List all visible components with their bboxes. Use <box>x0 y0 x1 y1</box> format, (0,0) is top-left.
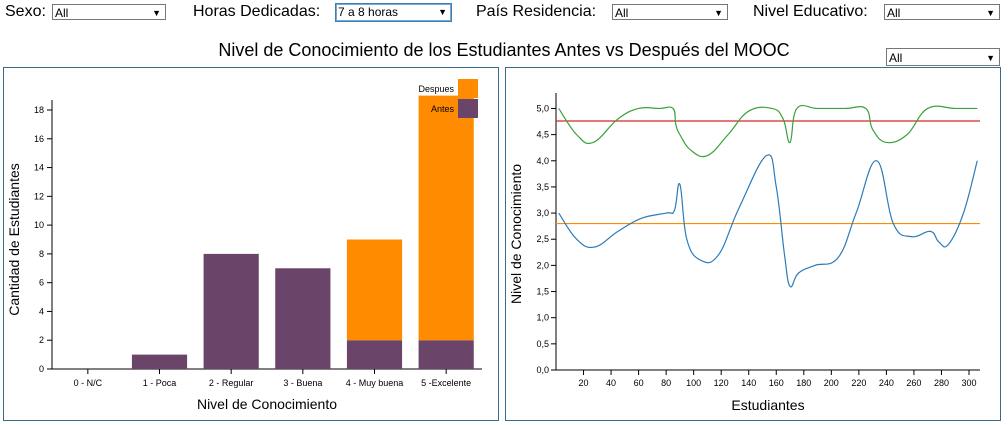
legend-label-despues: Despues <box>418 84 454 94</box>
x-tick-label: 260 <box>906 378 921 388</box>
before-series-line <box>558 154 978 288</box>
horas-select[interactable]: 7 a 8 horas ▼ <box>335 3 452 22</box>
series-select[interactable]: All ▼ <box>886 48 1000 66</box>
line-chart-panel: 0,0 0,5 1,0 1,5 2,0 2,5 3,0 3,5 4,0 4,5 5,0 20 40 60 8… <box>505 67 1001 421</box>
legend-swatch-despues <box>458 79 478 98</box>
chevron-down-icon: ▼ <box>986 53 995 63</box>
chevron-down-icon: ▼ <box>152 8 161 18</box>
x-tick-label: 240 <box>879 378 894 388</box>
line-chart: 0,0 0,5 1,0 1,5 2,0 2,5 3,0 3,5 4,0 4,5 5,0 20 40 60 8… <box>508 93 980 413</box>
chevron-down-icon: ▼ <box>986 8 995 18</box>
series-select-value: All <box>889 51 903 65</box>
x-tick-label: 2 - Regular <box>209 378 254 388</box>
x-tick-label: 140 <box>741 378 756 388</box>
x-tick-label: 80 <box>661 378 671 388</box>
y-tick-label: 1,5 <box>536 287 549 297</box>
x-tick-label: 60 <box>634 378 644 388</box>
y-tick-label: 8 <box>39 249 44 259</box>
y-tick-label: 16 <box>34 134 44 144</box>
horas-select-value: 7 a 8 horas <box>338 5 399 19</box>
y-tick-label: 12 <box>34 191 44 201</box>
x-axis-title: Estudiantes <box>731 397 804 413</box>
y-axis-title: Cantidad de Estudiantes <box>6 163 22 316</box>
pais-select-value: All <box>615 6 629 20</box>
y-tick-label: 4,0 <box>536 156 549 166</box>
x-tick-label: 160 <box>769 378 784 388</box>
chevron-down-icon: ▼ <box>714 8 723 18</box>
page-title: Nivel de Conocimiento de los Estudiantes… <box>218 40 790 60</box>
y-tick-label: 6 <box>39 278 44 288</box>
x-tick-label: 40 <box>606 378 616 388</box>
x-tick-label: 4 - Muy buena <box>346 378 404 388</box>
chevron-down-icon: ▼ <box>438 7 447 17</box>
y-tick-label: 4 <box>39 306 44 316</box>
nivel-select[interactable]: All ▼ <box>884 4 1000 20</box>
x-axis-title: Nivel de Conocimiento <box>197 396 337 412</box>
y-tick-label: 1,0 <box>536 313 549 323</box>
x-tick-label: 20 <box>579 378 589 388</box>
bar-antes <box>418 340 474 369</box>
pais-select[interactable]: All ▼ <box>612 4 728 20</box>
x-tick-label: 100 <box>686 378 701 388</box>
x-tick-label: 200 <box>824 378 839 388</box>
bar-antes <box>131 354 188 369</box>
x-tick-label: 280 <box>934 378 949 388</box>
y-tick-label: 0 <box>39 364 44 374</box>
y-tick-label: 10 <box>34 220 44 230</box>
sexo-select-value: All <box>55 6 69 20</box>
bar-antes <box>203 253 259 369</box>
legend-swatch-antes <box>458 99 478 118</box>
after-series-line <box>558 104 978 158</box>
x-tick-label: 120 <box>714 378 729 388</box>
y-tick-label: 0,5 <box>536 339 549 349</box>
pais-filter-label: País Residencia: <box>476 3 597 20</box>
y-tick-label: 2,0 <box>536 260 549 270</box>
y-tick-label: 2 <box>39 335 44 345</box>
bar-despues <box>418 95 474 341</box>
bar-antes <box>275 268 331 369</box>
y-tick-label: 3,5 <box>536 182 549 192</box>
y-axis-title: Nivel de Conocimiento <box>508 164 524 304</box>
bar-antes <box>346 340 403 369</box>
y-tick-label: 5,0 <box>536 103 549 113</box>
x-tick-label: 300 <box>961 378 976 388</box>
bar-chart-panel: 0 2 4 6 8 10 12 14 16 18 0 - N/C 1 - Poca 2 - Regula… <box>3 67 499 421</box>
x-tick-label: 5 -Excelente <box>421 378 471 388</box>
sexo-filter-label: Sexo: <box>5 3 46 20</box>
bar-chart: 0 2 4 6 8 10 12 14 16 18 0 - N/C 1 - Poca 2 - Regula… <box>6 79 482 412</box>
x-tick-label: 180 <box>796 378 811 388</box>
nivel-select-value: All <box>887 6 901 20</box>
sexo-select[interactable]: All ▼ <box>52 4 166 20</box>
x-tick-label: 0 - N/C <box>74 378 103 388</box>
x-tick-label: 220 <box>851 378 866 388</box>
y-tick-label: 14 <box>34 163 44 173</box>
y-tick-label: 3,0 <box>536 208 549 218</box>
bar-despues <box>346 239 403 341</box>
x-tick-label: 3 - Buena <box>283 378 322 388</box>
horas-filter-label: Horas Dedicadas: <box>193 3 321 20</box>
y-tick-label: 18 <box>34 105 44 115</box>
legend-label-antes: Antes <box>431 104 455 114</box>
y-tick-label: 0,0 <box>536 365 549 375</box>
y-tick-label: 2,5 <box>536 234 549 244</box>
x-tick-label: 1 - Poca <box>143 378 177 388</box>
y-tick-label: 4,5 <box>536 130 549 140</box>
nivel-filter-label: Nivel Educativo: <box>753 3 868 20</box>
